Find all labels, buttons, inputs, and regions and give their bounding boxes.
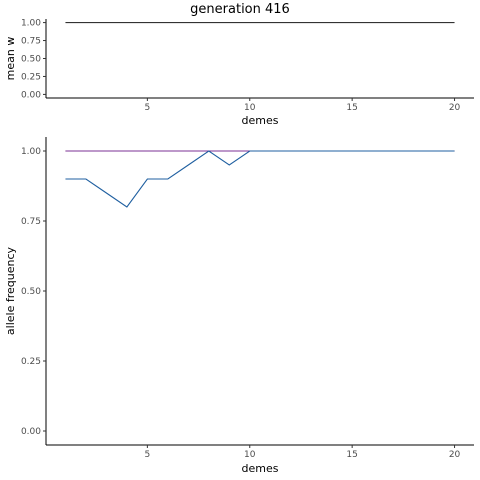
y-tick-label: 0.25: [21, 72, 41, 82]
x-axis-title: demes: [242, 114, 279, 127]
x-tick-label: 20: [449, 103, 461, 113]
allele-frequency-panel: 0.00 0.25 0.50 0.75 1.00 5 10 15 20 demes allele f…: [4, 137, 474, 475]
x-tick-label: 20: [449, 450, 461, 460]
x-axis-title: demes: [242, 462, 279, 475]
x-tick-label: 15: [346, 450, 357, 460]
y-axis-title: allele frequency: [4, 246, 17, 335]
x-tick-label: 10: [244, 450, 256, 460]
plot-title: generation 416: [190, 2, 290, 17]
y-axis-title: mean w: [4, 37, 17, 81]
y-tick-label: 0.75: [21, 37, 41, 47]
mean-w-panel: 0.00 0.25 0.50 0.75 1.00 5 10 15 20 demes mean w: [4, 19, 474, 127]
y-tick-label: 1.00: [21, 19, 41, 29]
series-line-1-2: [65, 150, 455, 208]
y-tick-label: 1.00: [21, 147, 41, 157]
x-tick-label: 5: [145, 450, 151, 460]
y-tick-label: 0.50: [21, 55, 41, 65]
y-tick-label: 0.00: [21, 90, 41, 100]
y-tick-label: 0.00: [21, 427, 41, 437]
x-tick-label: 10: [244, 103, 256, 113]
y-tick-label: 0.25: [21, 357, 41, 367]
x-tick-label: 15: [346, 103, 357, 113]
y-tick-label: 0.50: [21, 287, 41, 297]
x-tick-label: 5: [145, 103, 151, 113]
y-tick-label: 0.75: [21, 217, 41, 227]
